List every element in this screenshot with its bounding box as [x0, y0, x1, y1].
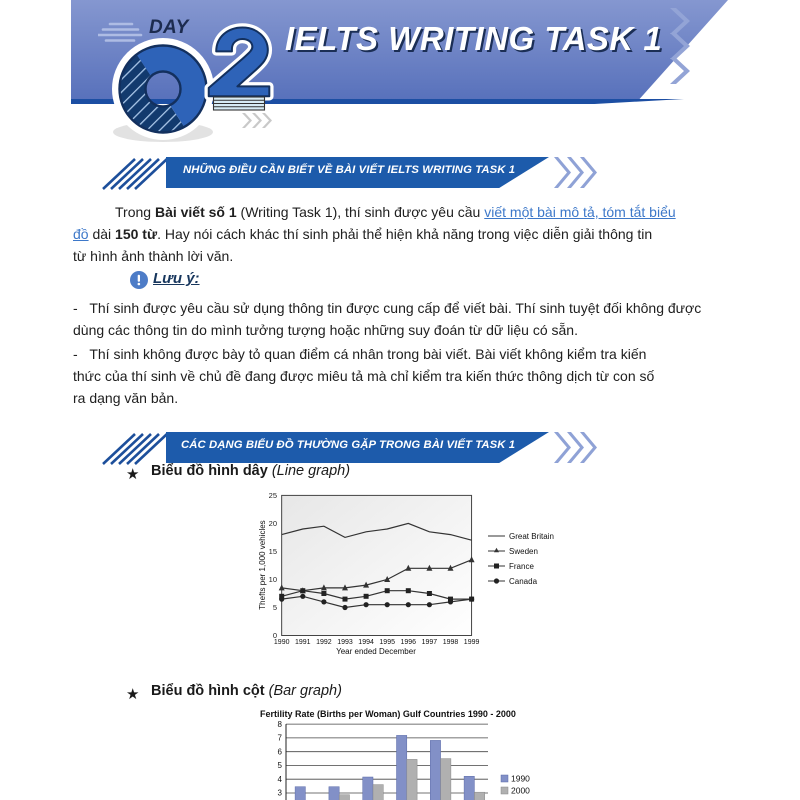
svg-text:Fertility Rate (Births per Wom: Fertility Rate (Births per Woman) Gulf C…: [260, 709, 516, 719]
svg-text:15: 15: [269, 547, 277, 556]
svg-text:1998: 1998: [443, 639, 459, 646]
svg-text:1990: 1990: [274, 639, 290, 646]
svg-text:20: 20: [269, 519, 277, 528]
svg-text:France: France: [509, 562, 534, 571]
svg-text:1993: 1993: [337, 639, 353, 646]
svg-text:1995: 1995: [379, 639, 395, 646]
svg-text:1991: 1991: [295, 639, 311, 646]
svg-text:5: 5: [278, 761, 283, 770]
svg-text:7: 7: [278, 734, 283, 743]
svg-text:6: 6: [278, 748, 283, 757]
svg-text:0: 0: [273, 631, 277, 640]
svg-text:8: 8: [278, 720, 283, 729]
svg-text:1990: 1990: [511, 774, 530, 784]
svg-text:3: 3: [278, 789, 283, 798]
svg-text:25: 25: [269, 491, 277, 500]
svg-text:Thefts per 1,000 vehicles: Thefts per 1,000 vehicles: [258, 520, 267, 609]
svg-text:Great Britain: Great Britain: [509, 532, 554, 541]
svg-text:2000: 2000: [511, 786, 530, 796]
svg-text:5: 5: [273, 603, 277, 612]
svg-text:1994: 1994: [358, 639, 374, 646]
svg-text:1996: 1996: [401, 639, 417, 646]
svg-text:Sweden: Sweden: [509, 547, 538, 556]
svg-text:1992: 1992: [316, 639, 332, 646]
svg-text:Year ended December: Year ended December: [336, 647, 416, 656]
svg-text:1997: 1997: [422, 639, 438, 646]
svg-text:4: 4: [278, 775, 283, 784]
svg-text:10: 10: [269, 575, 277, 584]
svg-text:Canada: Canada: [509, 577, 538, 586]
svg-text:1999: 1999: [464, 639, 480, 646]
